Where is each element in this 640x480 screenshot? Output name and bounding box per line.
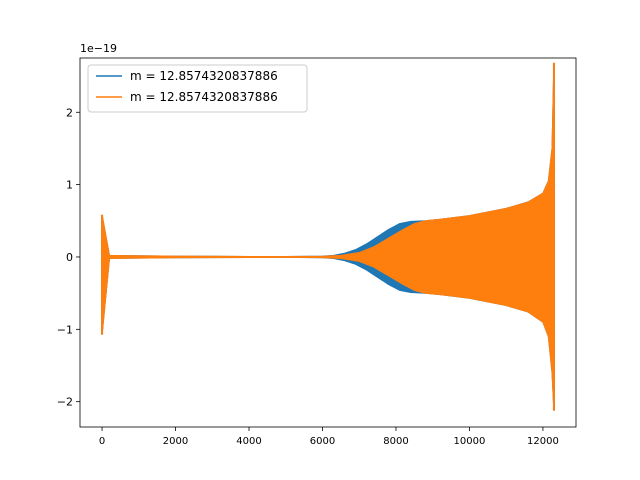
x-tick-label: 2000 — [163, 436, 188, 447]
y-tick-label: 0 — [66, 251, 73, 264]
x-axis: 0 2000 4000 6000 8000 10000 12000 — [99, 427, 559, 447]
legend-label-series-1: m = 12.8574320837886 — [130, 69, 278, 83]
series-layer — [101, 62, 555, 411]
x-tick-label: 0 — [99, 436, 105, 447]
plot-frame — [79, 57, 577, 428]
x-tick-label: 10000 — [454, 436, 486, 447]
legend: m = 12.8574320837886 m = 12.857432083788… — [87, 64, 308, 113]
legend-label-series-2: m = 12.8574320837886 — [130, 90, 278, 104]
y-offset-label: 1e−19 — [80, 42, 117, 55]
y-tick-label: −1 — [57, 323, 73, 336]
x-tick-label: 4000 — [236, 436, 261, 447]
series-2-band — [101, 62, 555, 411]
y-tick-label: −2 — [57, 396, 73, 409]
y-tick-label: 2 — [66, 106, 73, 119]
legend-frame — [87, 64, 308, 113]
x-tick-label: 6000 — [310, 436, 335, 447]
x-tick-label: 12000 — [527, 436, 559, 447]
y-axis: −2 −1 0 1 2 — [57, 106, 80, 409]
x-tick-label: 8000 — [383, 436, 408, 447]
y-tick-label: 1 — [66, 179, 73, 192]
